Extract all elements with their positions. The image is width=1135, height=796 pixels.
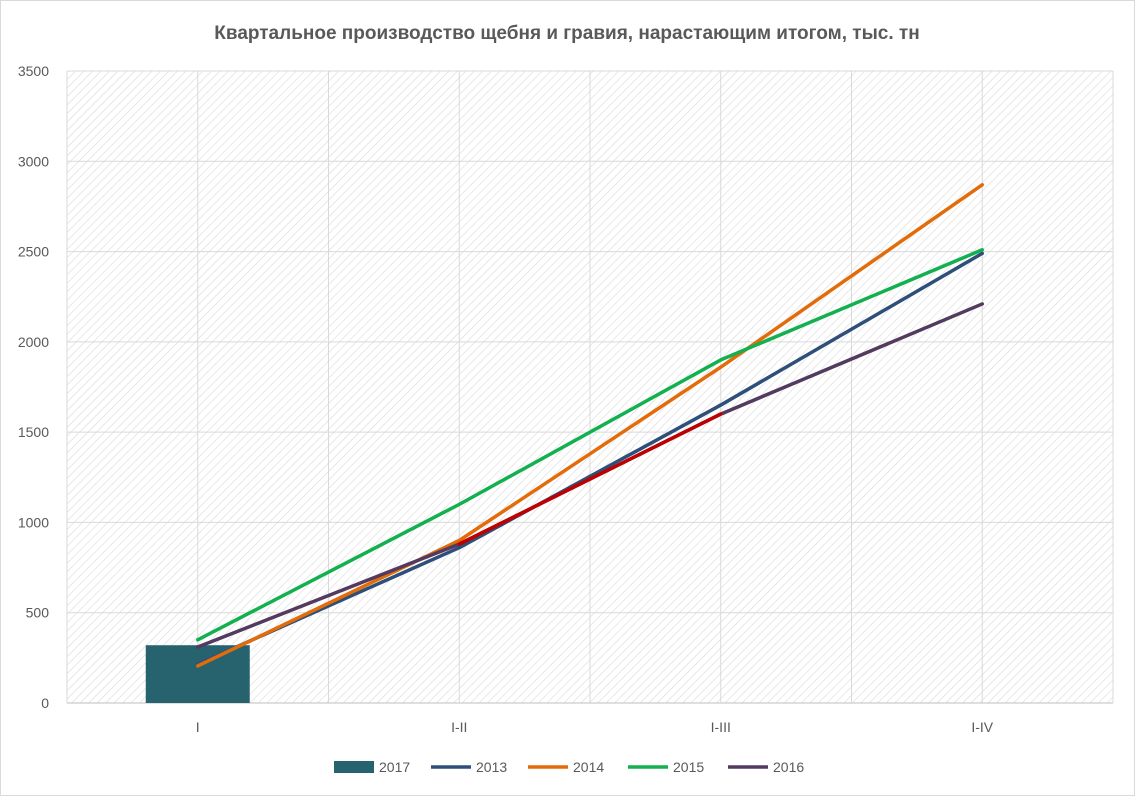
legend-label-2013: 2013 xyxy=(476,759,507,775)
y-axis-ticks: 0 500 1000 1500 2000 2500 3000 3500 xyxy=(18,63,49,711)
line-2014 xyxy=(196,183,984,668)
y-tick-label: 500 xyxy=(26,605,50,621)
x-tick-label: I xyxy=(196,719,200,735)
y-tick-label: 2500 xyxy=(18,244,49,260)
y-tick-label: 3500 xyxy=(18,63,49,79)
y-tick-label: 3000 xyxy=(18,153,49,169)
legend-label-2015: 2015 xyxy=(673,759,704,775)
legend-label-2014: 2014 xyxy=(573,759,604,775)
x-axis-ticks: I I-II I-III I-IV xyxy=(196,719,994,735)
grid-lines xyxy=(66,70,1114,704)
x-tick-label: I-III xyxy=(711,719,731,735)
legend: 2017 2013 2014 2015 2016 xyxy=(334,759,804,775)
line-series xyxy=(196,183,984,668)
line-2013 xyxy=(196,251,984,666)
y-tick-label: 0 xyxy=(41,695,49,711)
y-tick-label: 1000 xyxy=(18,514,49,530)
legend-label-2016: 2016 xyxy=(773,759,804,775)
bar-2017 xyxy=(145,645,250,703)
line-2016-highlight xyxy=(457,412,723,546)
line-2015 xyxy=(196,248,984,642)
legend-swatch-2017 xyxy=(334,761,374,773)
chart-title: Квартальное производство щебня и гравия,… xyxy=(214,23,919,44)
y-tick-label: 2000 xyxy=(18,334,49,350)
bar-series xyxy=(145,645,250,703)
legend-label-2017: 2017 xyxy=(379,759,410,775)
x-tick-label: I-II xyxy=(451,719,467,735)
y-tick-label: 1500 xyxy=(18,424,49,440)
x-tick-label: I-IV xyxy=(971,719,993,735)
